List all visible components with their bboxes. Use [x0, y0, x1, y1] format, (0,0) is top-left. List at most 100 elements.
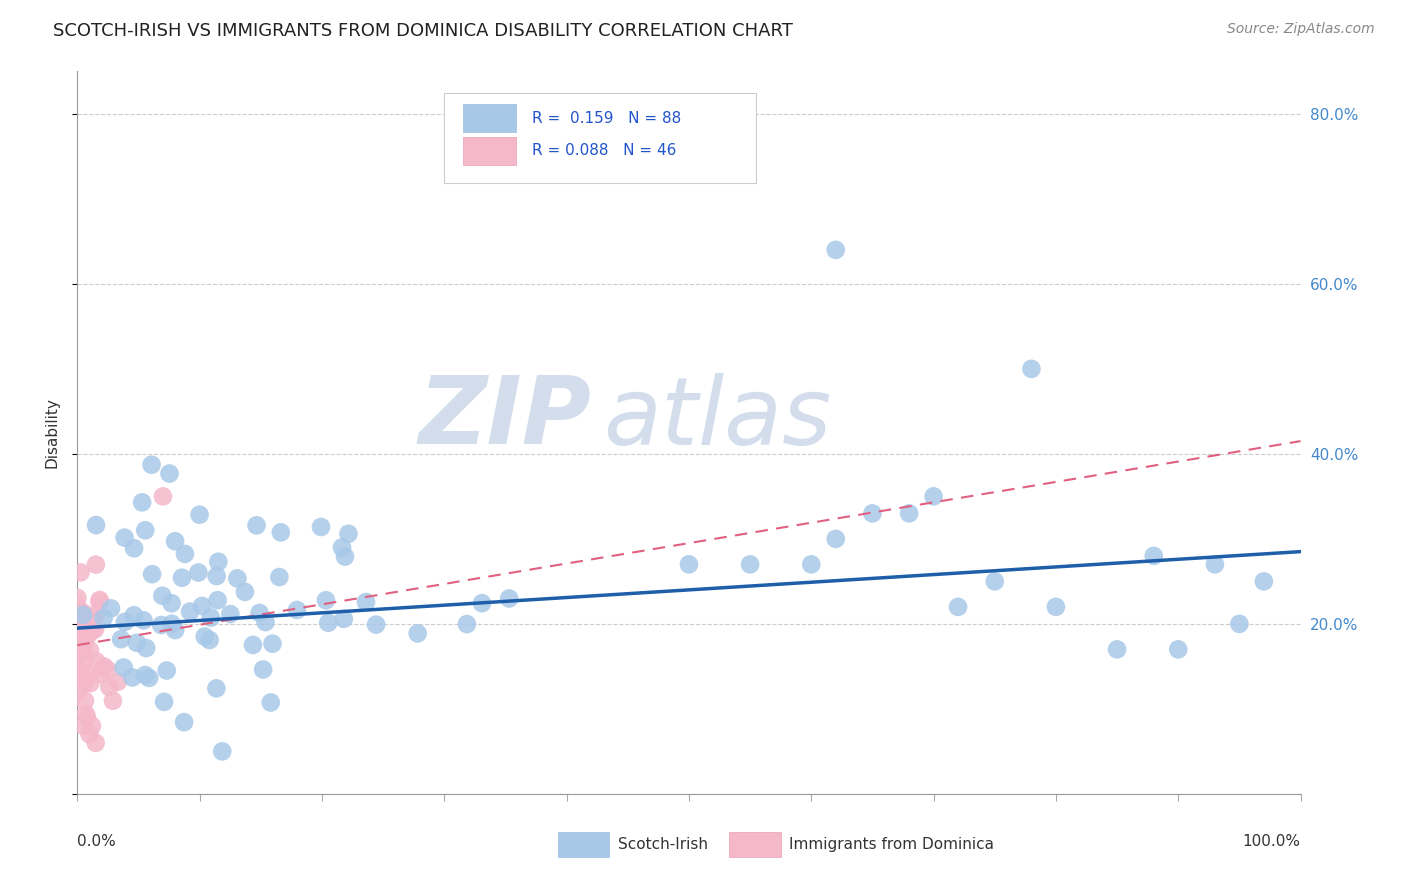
Scotch-Irish	[141, 458, 163, 472]
Scotch-Irish	[150, 618, 173, 632]
Immigrants from Dominica	[75, 632, 97, 647]
Scotch-Irish	[110, 632, 132, 647]
Scotch-Irish	[471, 596, 494, 610]
Immigrants from Dominica	[84, 608, 107, 623]
Scotch-Irish	[219, 607, 242, 621]
Scotch-Irish	[132, 614, 155, 628]
FancyBboxPatch shape	[558, 832, 609, 856]
Scotch-Irish	[337, 526, 360, 541]
Scotch-Irish	[1167, 642, 1189, 657]
Scotch-Irish	[254, 615, 277, 629]
Scotch-Irish	[800, 558, 823, 572]
Immigrants from Dominica	[70, 668, 93, 682]
Scotch-Irish	[211, 744, 233, 758]
Scotch-Irish	[112, 660, 135, 674]
Scotch-Irish	[72, 607, 94, 622]
Immigrants from Dominica	[80, 719, 103, 733]
Scotch-Irish	[406, 626, 429, 640]
Scotch-Irish	[160, 596, 183, 610]
Immigrants from Dominica	[67, 603, 90, 617]
Immigrants from Dominica	[73, 654, 96, 668]
Immigrants from Dominica	[75, 706, 97, 721]
Scotch-Irish	[207, 555, 229, 569]
Scotch-Irish	[165, 534, 187, 549]
Immigrants from Dominica	[67, 613, 90, 627]
Scotch-Irish	[205, 681, 228, 696]
Scotch-Irish	[174, 547, 197, 561]
FancyBboxPatch shape	[463, 104, 516, 132]
Immigrants from Dominica	[82, 622, 104, 636]
Scotch-Irish	[150, 589, 173, 603]
Scotch-Irish	[269, 570, 291, 584]
Immigrants from Dominica	[98, 680, 121, 694]
Scotch-Irish	[100, 601, 122, 615]
Scotch-Irish	[93, 611, 115, 625]
Scotch-Irish	[153, 695, 176, 709]
Immigrants from Dominica	[79, 727, 101, 741]
Immigrants from Dominica	[73, 694, 96, 708]
Scotch-Irish	[198, 633, 221, 648]
Scotch-Irish	[156, 664, 179, 678]
Text: Scotch-Irish: Scotch-Irish	[619, 837, 709, 852]
Immigrants from Dominica	[84, 558, 107, 572]
Scotch-Irish	[226, 571, 249, 585]
Text: ZIP: ZIP	[418, 372, 591, 464]
Text: 0.0%: 0.0%	[77, 834, 117, 848]
Immigrants from Dominica	[76, 710, 98, 724]
Immigrants from Dominica	[82, 611, 104, 625]
Scotch-Irish	[946, 599, 969, 614]
Scotch-Irish	[922, 489, 945, 503]
Scotch-Irish	[131, 495, 153, 509]
Scotch-Irish	[114, 615, 136, 629]
Scotch-Irish	[207, 593, 229, 607]
Scotch-Irish	[1204, 558, 1226, 572]
Scotch-Irish	[252, 663, 274, 677]
Immigrants from Dominica	[84, 623, 107, 637]
Immigrants from Dominica	[69, 605, 91, 619]
Scotch-Irish	[354, 595, 377, 609]
Scotch-Irish	[315, 593, 337, 607]
Scotch-Irish	[165, 623, 187, 637]
Y-axis label: Disability: Disability	[44, 397, 59, 468]
Scotch-Irish	[285, 603, 308, 617]
Scotch-Irish	[456, 617, 478, 632]
Immigrants from Dominica	[66, 599, 89, 613]
Immigrants from Dominica	[66, 648, 89, 662]
Scotch-Irish	[330, 541, 353, 555]
Text: R =  0.159   N = 88: R = 0.159 N = 88	[533, 111, 682, 126]
Scotch-Irish	[138, 671, 160, 685]
Immigrants from Dominica	[70, 667, 93, 681]
Scotch-Irish	[114, 531, 136, 545]
Scotch-Irish	[1021, 362, 1043, 376]
Scotch-Irish	[122, 541, 145, 556]
Scotch-Irish	[173, 715, 195, 730]
Scotch-Irish	[191, 599, 214, 613]
FancyBboxPatch shape	[730, 832, 780, 856]
Scotch-Irish	[245, 518, 267, 533]
Scotch-Irish	[364, 617, 387, 632]
Scotch-Irish	[309, 520, 332, 534]
Scotch-Irish	[205, 569, 228, 583]
Immigrants from Dominica	[79, 667, 101, 681]
Immigrants from Dominica	[66, 661, 89, 675]
Scotch-Irish	[898, 507, 921, 521]
Immigrants from Dominica	[89, 593, 111, 607]
Scotch-Irish	[135, 641, 157, 656]
Scotch-Irish	[270, 525, 292, 540]
Immigrants from Dominica	[67, 624, 90, 638]
Immigrants from Dominica	[67, 626, 90, 640]
Scotch-Irish	[498, 591, 520, 606]
Scotch-Irish	[179, 605, 201, 619]
Immigrants from Dominica	[79, 676, 101, 690]
Immigrants from Dominica	[152, 489, 174, 503]
Scotch-Irish	[984, 574, 1007, 589]
Scotch-Irish	[1229, 616, 1251, 631]
Text: R = 0.088   N = 46: R = 0.088 N = 46	[533, 144, 676, 159]
Immigrants from Dominica	[79, 643, 101, 657]
Scotch-Irish	[194, 630, 217, 644]
Immigrants from Dominica	[72, 640, 94, 654]
Scotch-Irish	[187, 566, 209, 580]
Immigrants from Dominica	[72, 620, 94, 634]
Scotch-Irish	[1253, 574, 1275, 589]
Immigrants from Dominica	[75, 607, 97, 621]
